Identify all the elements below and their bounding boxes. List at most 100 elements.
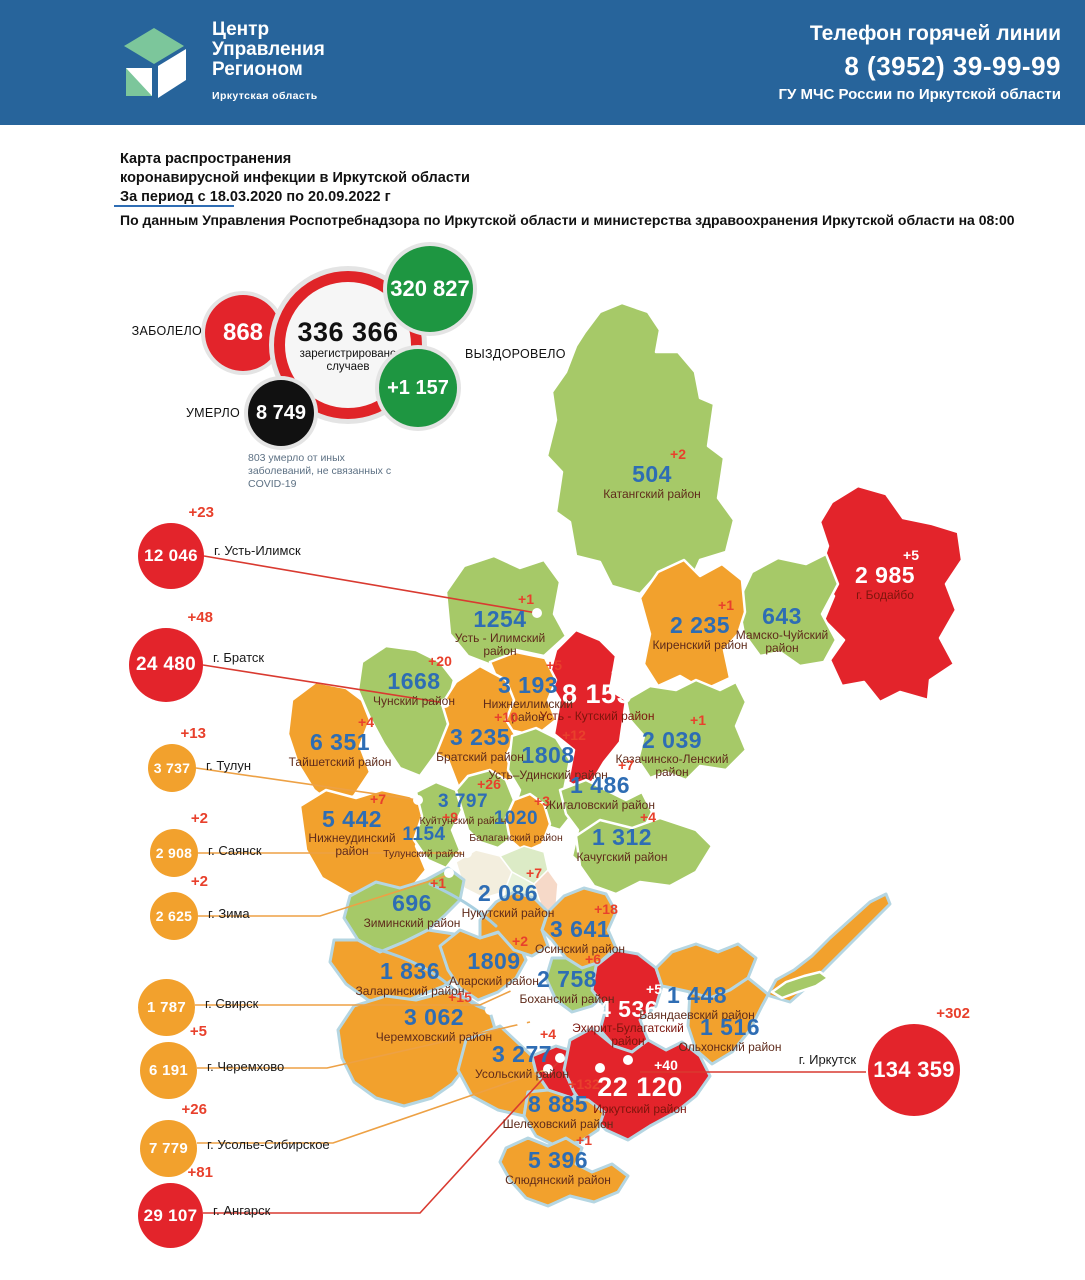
title-line-3: За период с 18.03.2020 по 20.09.2022 г [120, 189, 391, 205]
district-value: 1 486 [569, 772, 631, 798]
dot-sayansk [462, 848, 472, 858]
district-label-taishetsky: +4 6 351 Тайшетский район [260, 715, 420, 771]
district-delta: +132 [568, 1076, 600, 1092]
title-line-2: коронавирусной инфекции в Иркутской обла… [120, 170, 470, 186]
recovered-label: ВЫЗДОРОВЕЛО [465, 347, 566, 361]
district-value: 643 [762, 603, 802, 629]
title-underline [114, 205, 234, 207]
district-label-mamsko-chuysky: 643 Мамско-Чуйский район [702, 589, 862, 657]
district-value: 3 641 [549, 916, 611, 942]
district-name: Зиминский район [363, 916, 461, 931]
district-label-cheremkhovsky: +15 3 062 Черемховский район [354, 990, 514, 1046]
district-name: Тулунский район [383, 847, 465, 860]
district-name: Баяндаевский район [639, 1008, 755, 1023]
district-delta [676, 1000, 836, 1015]
city-value: 24 480 [129, 628, 203, 702]
district-label-ust-udinsky: +12 1808 Усть–Удинский район [468, 728, 628, 784]
district-value: 8 885 [527, 1091, 589, 1117]
dot-irkutsk [595, 1063, 605, 1073]
district-label-ust-ilimsky: +1 1254 Усть - Илимский район [420, 592, 580, 660]
district-name: Казачинско-Ленский район [615, 752, 729, 780]
district-delta: +1 [690, 712, 706, 728]
district-delta: +18 [611, 664, 635, 680]
district-delta: +1 [718, 597, 734, 613]
district-name: Ольхонский район [678, 1040, 782, 1055]
district-label-kazachinsko-lensky: +1 2 039 Казачинско-Ленский район [592, 713, 752, 781]
district-label-ekhirit-bulagatsky: +5 4 536 Эхирит-Булагатский район [548, 982, 708, 1050]
died-circle: 8 749 [248, 380, 314, 446]
region-balagansky [504, 792, 552, 854]
district-label-bayandaevsky: 1 448 Баяндаевский район [617, 968, 777, 1024]
city-badge-angarsk: +81 29 107 г. Ангарск [138, 1164, 270, 1248]
city-delta: +302 [936, 1005, 970, 1022]
city-name: г. Свирск [205, 996, 259, 1012]
district-name: Аларский район [449, 974, 539, 989]
map-title: Карта распространения коронавирусной инф… [120, 150, 470, 207]
district-delta [643, 968, 803, 983]
city-name: г. Иркутск [798, 1051, 856, 1067]
district-label-zhigalovsky: +7 1 486 Жигаловский район [520, 758, 680, 814]
district-name: Качугский район [576, 850, 668, 865]
region-kazachinsko-lensky [624, 678, 748, 782]
district-label-chunsky: +20 1668 Чунский район [334, 654, 494, 710]
district-delta: +26 [477, 776, 501, 792]
district-delta: +1 [430, 875, 446, 891]
district-name: Усольский район [475, 1067, 569, 1082]
district-value: 1 312 [591, 824, 653, 850]
region-kirensky [638, 558, 747, 692]
district-value: 2 039 [641, 727, 703, 753]
region-alarsky [438, 928, 528, 1002]
district-label-slyudyansky: +1 5 396 Слюдянский район [478, 1133, 638, 1189]
city-value: 12 046 [138, 523, 204, 589]
district-name: Иркутский район [593, 1102, 687, 1117]
district-name: Осинский район [534, 942, 625, 957]
city-value: 1 787 [138, 979, 195, 1036]
city-delta: +23 [188, 504, 214, 521]
registered-label: зарегистрировано [299, 347, 397, 360]
city-name: г. Саянск [208, 843, 262, 859]
city-badge-bratsk: +48 24 480 г. Братск [129, 609, 264, 702]
city-delta: +5 [189, 1023, 207, 1040]
district-value: 2 086 [477, 880, 539, 906]
city-name: г. Братск [213, 650, 265, 666]
city-delta: +2 [190, 873, 208, 890]
district-delta: +5 [546, 657, 562, 673]
org-name: Центр Управления Регионом Иркутская обла… [212, 20, 325, 106]
leader-angarsk [203, 1059, 561, 1214]
district-label-kirensky: +1 2 235 Киренский район [620, 598, 780, 654]
city-name: г. Ангарск [213, 1202, 271, 1218]
district-value: 504 [632, 461, 672, 487]
dot-usolye [543, 1064, 553, 1074]
dot-angarsk [555, 1053, 565, 1063]
region-bodaibinsky [816, 484, 964, 704]
district-delta: +4 [540, 1026, 556, 1042]
district-label-tulunsky: +9 1154 Тулунский район [344, 810, 504, 862]
city-badge-usolye: +26 7 779 г. Усолье-Сибирское [140, 1101, 330, 1177]
district-label-nukutsky: +7 2 086 Нукутский район [428, 866, 588, 922]
district-name: Балаганский район [469, 831, 563, 844]
district-delta: +5 [903, 547, 919, 563]
district-value: 5 442 [321, 806, 383, 832]
city-value: 134 359 [868, 1024, 960, 1116]
city-name: г. Усолье-Сибирское [207, 1137, 330, 1153]
city-name: г. Усть-Илимск [214, 542, 301, 558]
leader-ust-ilimsk [203, 555, 538, 614]
district-label-irkutsky: +40 22 120 Иркутский район [560, 1058, 720, 1118]
city-value: 6 191 [140, 1042, 197, 1099]
header-bar: Центр Управления Регионом Иркутская обла… [0, 0, 1085, 125]
registered-label: случаев [326, 360, 370, 373]
district-name: Мамско-Чуйский район [735, 628, 829, 656]
city-value: 2 908 [150, 829, 198, 877]
map-regions [286, 301, 964, 1208]
dot-svirsk [510, 984, 520, 994]
district-label-bratsky: +10 3 235 Братский район [400, 710, 560, 766]
data-source-line: По данным Управления Роспотребнадзора по… [120, 212, 1015, 228]
district-value: 8 155 [561, 679, 633, 709]
district-name: Киренский район [652, 638, 748, 653]
district-label-olkhonsky: 1 516 Ольхонский район [650, 1000, 810, 1056]
city-delta: +13 [180, 725, 206, 742]
district-value: 1020 [493, 808, 539, 829]
district-label-nizhneudinsky: +7 5 442 Нижнеудинский район [272, 792, 432, 860]
district-value: 1668 [387, 668, 441, 694]
